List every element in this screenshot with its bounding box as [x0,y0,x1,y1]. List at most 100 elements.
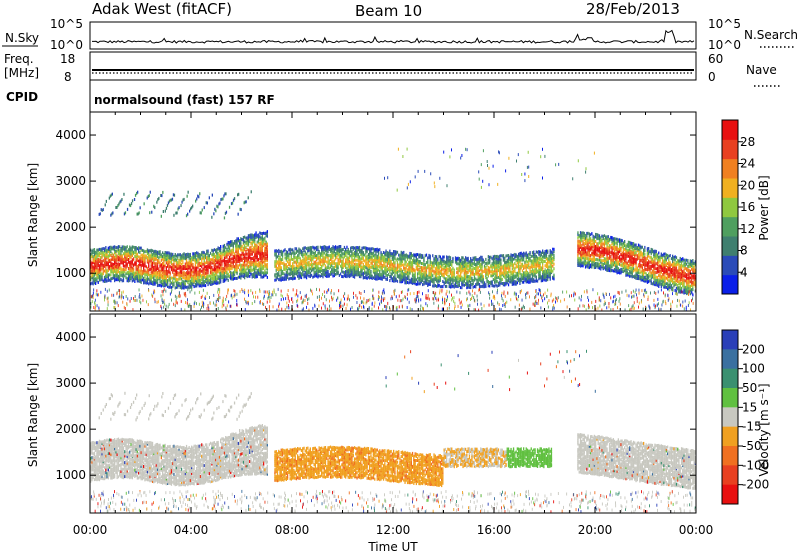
data-cell [131,248,133,252]
data-cell [135,277,137,281]
data-cell [212,276,214,280]
data-cell [101,208,103,212]
data-cell [361,270,363,274]
data-cell [422,276,424,280]
data-cell [95,282,97,285]
data-cell [220,251,222,255]
data-cell [244,235,246,239]
data-cell [247,266,250,270]
data-cell [348,275,351,279]
data-cell [266,255,268,258]
data-cell [357,270,359,274]
data-cell [491,284,493,288]
data-cell [544,264,546,268]
data-cell [538,277,540,281]
data-cell [384,271,386,275]
data-cell [302,258,304,262]
data-cell [499,254,501,258]
data-cell [310,265,313,268]
data-cell [322,269,324,272]
data-cell [365,271,367,275]
data-cell [439,265,441,269]
data-cell [389,260,391,264]
data-cell [207,268,209,272]
data-cell [202,281,204,285]
data-cell [399,273,401,277]
data-cell [247,260,250,264]
data-cell [385,277,387,281]
data-cell [466,262,468,266]
data-cell [507,254,510,257]
data-cell [120,247,122,250]
data-cell [286,273,289,277]
data-cell [159,263,161,267]
data-cell [160,275,162,279]
data-cell [430,269,433,273]
data-cell [548,272,550,275]
data-cell [547,278,549,282]
data-cell [266,275,268,279]
data-cell [165,276,167,280]
data-cell [180,269,183,273]
data-cell [531,251,534,255]
data-cell [138,248,140,252]
data-cell [154,252,156,256]
data-cell [197,260,199,263]
data-cell [427,256,429,260]
data-cell [310,250,313,254]
data-cell [430,264,433,268]
data-cell [297,258,299,262]
data-cell [543,253,545,257]
data-cell [260,240,262,244]
data-cell [169,260,171,264]
data-cell [465,262,467,266]
data-cell [334,251,337,255]
data-cell [603,259,606,263]
data-cell [141,263,144,267]
data-cell [160,268,162,272]
data-cell [451,274,453,278]
data-cell [298,256,300,260]
data-cell [278,252,280,255]
data-cell [550,250,553,254]
data-cell [231,248,233,252]
data-cell [216,270,218,274]
data-cell [139,255,141,259]
data-cell [228,258,231,261]
data-cell [250,263,252,267]
data-cell [237,266,239,270]
data-cell [97,258,99,261]
data-cell [379,263,381,267]
data-cell [365,274,367,278]
data-cell [502,264,505,268]
data-cell [581,238,583,242]
data-cell [307,263,309,267]
data-cell [255,271,257,275]
data-cell [201,265,203,269]
data-cell [92,273,94,277]
data-cell [395,277,397,281]
data-cell [601,263,603,267]
data-cell [453,271,455,275]
data-cell [361,271,363,275]
data-cell [245,271,247,275]
data-cell [206,276,208,280]
data-cell [117,250,120,254]
data-cell [160,253,162,257]
data-cell [591,251,593,255]
data-cell [456,281,458,285]
data-cell [179,261,181,265]
data-cell [494,266,496,270]
data-cell [124,249,126,253]
data-cell [175,273,178,277]
data-cell [188,279,190,283]
data-cell [136,272,138,276]
data-cell [394,277,396,281]
data-cell [121,255,123,259]
data-cell [518,278,520,282]
data-cell [202,275,204,279]
data-cell [603,240,606,244]
data-cell [148,252,150,256]
data-cell [587,231,589,235]
data-cell [388,259,390,263]
